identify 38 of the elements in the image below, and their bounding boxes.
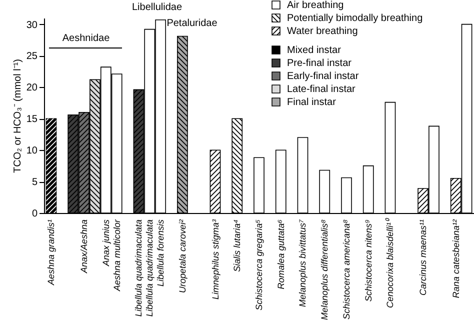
y-tick-label: 15 (26, 114, 38, 126)
y-axis-title: TCO₂ or HCO₃⁻ (mmol l⁻¹) (12, 59, 24, 173)
legend-label: Final instar (287, 97, 337, 108)
x-tick-label: Aeshna multicolor (112, 218, 122, 292)
x-tick-label: Limnephilus stigma³ (210, 218, 220, 300)
x-tick-label: Anax/Aeshna (79, 220, 90, 274)
annotation: Aeshnidae (62, 33, 110, 44)
legend-label: Mixed instar (287, 45, 342, 56)
x-tick-label: Rana catesbeiana¹² (450, 218, 461, 298)
x-tick-label: Carcinus maenas¹¹ (418, 220, 428, 296)
x-tick-label: Schistocerca americana⁸ (341, 219, 352, 320)
x-tick-label: Sialis lutaria⁴ (232, 219, 242, 272)
x-tick-label: Schistocerca nitens⁹ (363, 220, 374, 302)
annotation: Petaluridae (166, 18, 218, 29)
x-tick-label: Melanoplus differentialis⁸ (320, 219, 330, 320)
x-tick-label: Libellula forensis (156, 219, 166, 287)
legend-label: Pre-final instar (287, 58, 352, 69)
x-tick-label: Schistocerca gregaria⁵ (254, 219, 264, 310)
x-tick-label: Anax junius (100, 219, 111, 268)
x-tick-label: Libellula quadrimaculata (144, 220, 155, 317)
x-tick-label: Uropetala carovei² (177, 218, 188, 294)
y-tick-label: 10 (26, 146, 38, 157)
legend-label: Late-final instar (287, 84, 356, 95)
legend-label: Water breathing (287, 26, 358, 37)
y-tick-label: 0 (32, 208, 38, 220)
legend-label: Potentially bimodally breathing (287, 13, 423, 24)
text: Libellulidae (132, 2, 182, 13)
y-tick-label: 5 (32, 177, 38, 188)
legend-label: Early-final instar (287, 71, 360, 82)
x-tick-label: Melanoplus bivittatus⁷ (298, 218, 308, 307)
y-tick-label: 25 (26, 51, 38, 62)
x-tick-label: Libellula quadrimaculata (134, 220, 144, 317)
x-tick-label: Aeshna grandis¹ (46, 220, 56, 286)
y-tick-label: 30 (26, 20, 38, 31)
x-tick-label: Cenocorixa blaisdelli¹⁰ (385, 218, 396, 308)
x-tick-label: Romalea guttata⁶ (276, 219, 286, 290)
y-tick-label: 20 (26, 82, 38, 94)
legend-label: Air breathing (287, 0, 344, 11)
